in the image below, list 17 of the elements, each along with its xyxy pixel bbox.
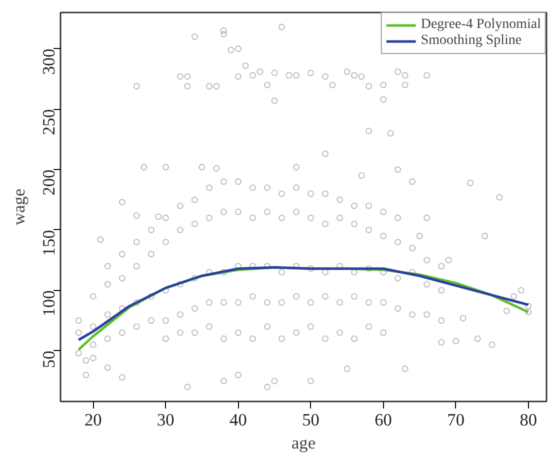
legend-label: Smoothing Spline bbox=[420, 33, 522, 49]
y-tick-label: 50 bbox=[40, 350, 58, 368]
x-tick-label: 20 bbox=[84, 410, 102, 430]
x-tick-label: 50 bbox=[302, 410, 320, 430]
y-axis-title: wage bbox=[10, 188, 28, 226]
x-tick-label: 60 bbox=[374, 410, 392, 430]
y-tick-label: 100 bbox=[40, 290, 58, 316]
x-tick-label: 40 bbox=[230, 410, 247, 430]
x-tick-label: 80 bbox=[520, 410, 538, 430]
x-axis-title: age bbox=[291, 434, 316, 452]
legend-label: Degree-4 Polynomial bbox=[420, 17, 541, 33]
y-tick-label: 150 bbox=[40, 230, 58, 256]
y-tick-label: 200 bbox=[40, 170, 58, 196]
y-tick-label: 250 bbox=[40, 109, 58, 136]
x-tick-label: 70 bbox=[447, 410, 464, 430]
x-tick-label: 30 bbox=[157, 410, 174, 430]
y-tick-label: 300 bbox=[40, 48, 58, 75]
